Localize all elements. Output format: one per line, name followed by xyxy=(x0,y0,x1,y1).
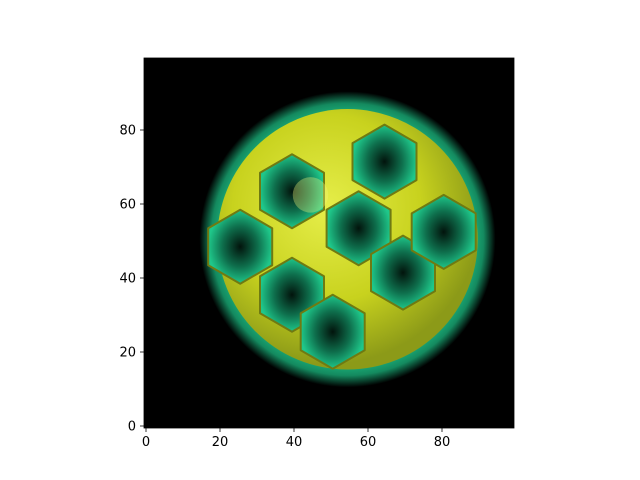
x-tick-label: 0 xyxy=(142,435,150,450)
y-tick-label: 0 xyxy=(128,420,136,435)
highlight-spot xyxy=(292,177,329,213)
hexagonal-hole xyxy=(410,193,477,270)
y-tick-label: 20 xyxy=(119,346,136,361)
hexagonal-hole xyxy=(325,190,392,267)
y-tick-label: 60 xyxy=(119,198,136,213)
x-tick-label: 40 xyxy=(286,435,303,450)
x-tick-label: 80 xyxy=(434,435,451,450)
x-tick-label: 60 xyxy=(360,435,377,450)
axes-frame xyxy=(143,57,515,429)
y-tick-label: 40 xyxy=(119,272,136,287)
axes: 0 20 40 60 80 0 20 40 60 80 xyxy=(119,57,515,450)
y-tick-label: 80 xyxy=(119,124,136,139)
hexagonal-hole xyxy=(299,293,366,370)
x-tick-label: 20 xyxy=(212,435,229,450)
molecule-image xyxy=(199,91,496,388)
hexagonal-hole xyxy=(351,123,418,200)
hexagonal-hole xyxy=(259,153,325,230)
hexagonal-hole xyxy=(207,208,274,285)
